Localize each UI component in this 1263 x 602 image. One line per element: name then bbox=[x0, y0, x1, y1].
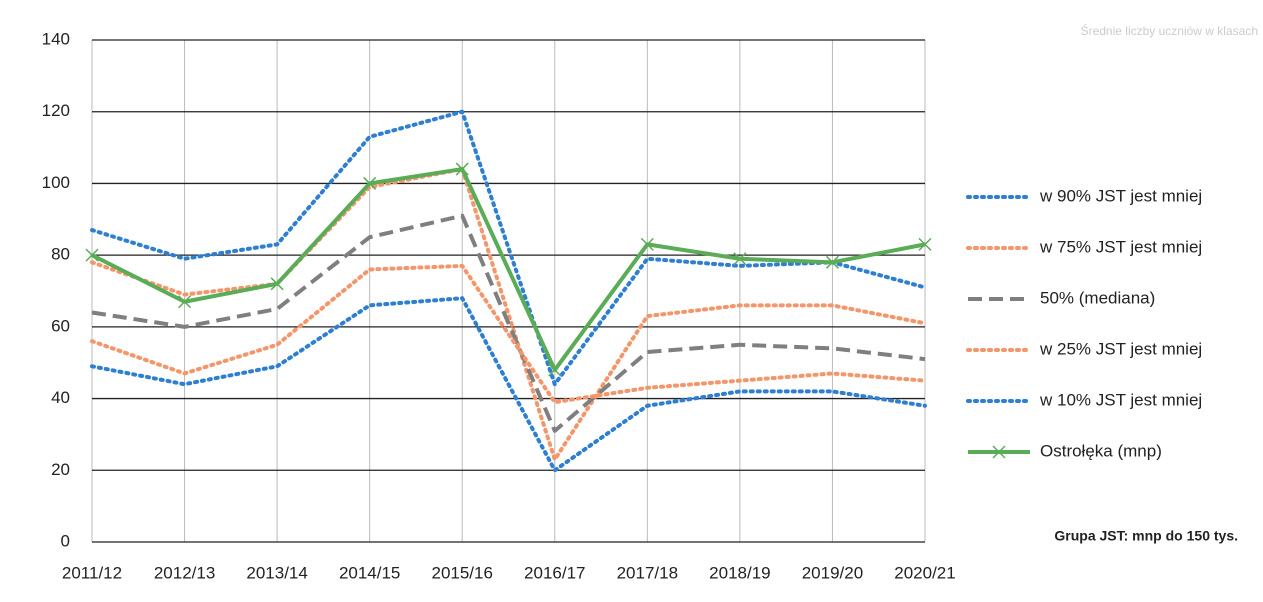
marker bbox=[85, 248, 99, 262]
legend-label: w 25% JST jest mniej bbox=[1039, 339, 1202, 358]
y-tick-label: 100 bbox=[42, 173, 70, 192]
annotation: Grupa JST: mnp do 150 tys. bbox=[1054, 528, 1238, 544]
series-line bbox=[91, 213, 926, 433]
chart-subtitle: Średnie liczby uczniów w klasach bbox=[1081, 23, 1258, 38]
legend-label: w 90% JST jest mniej bbox=[1039, 186, 1202, 205]
x-tick-label: 2012/13 bbox=[154, 563, 215, 582]
x-tick-label: 2015/16 bbox=[431, 563, 492, 582]
x-tick-label: 2017/18 bbox=[617, 563, 678, 582]
x-tick-label: 2020/21 bbox=[894, 563, 955, 582]
y-tick-label: 80 bbox=[51, 245, 70, 264]
marker bbox=[918, 237, 932, 251]
series-line bbox=[90, 167, 927, 462]
legend-label: Ostrołęka (mnp) bbox=[1040, 441, 1162, 460]
x-tick-label: 2011/12 bbox=[62, 563, 122, 582]
series-line bbox=[90, 109, 927, 387]
y-tick-label: 60 bbox=[51, 316, 70, 335]
x-tick-label: 2014/15 bbox=[339, 563, 400, 582]
legend-label: w 75% JST jest mniej bbox=[1039, 237, 1202, 256]
x-tick-label: 2019/20 bbox=[802, 563, 863, 582]
marker bbox=[733, 252, 747, 266]
y-tick-label: 40 bbox=[51, 388, 70, 407]
x-tick-label: 2018/19 bbox=[709, 563, 770, 582]
x-tick-label: 2013/14 bbox=[246, 563, 307, 582]
y-tick-label: 120 bbox=[42, 101, 70, 120]
y-tick-label: 20 bbox=[51, 460, 70, 479]
series-line bbox=[90, 296, 927, 473]
marker bbox=[455, 162, 469, 176]
series-line bbox=[91, 167, 926, 372]
series-line bbox=[90, 263, 927, 405]
marker bbox=[825, 255, 839, 269]
legend-label: 50% (mediana) bbox=[1040, 288, 1155, 307]
marker bbox=[363, 176, 377, 190]
marker bbox=[270, 277, 284, 291]
legend-marker bbox=[992, 445, 1006, 459]
x-tick-label: 2016/17 bbox=[524, 563, 585, 582]
marker bbox=[548, 363, 562, 377]
y-tick-label: 0 bbox=[61, 531, 70, 550]
marker bbox=[640, 237, 654, 251]
legend-label: w 10% JST jest mniej bbox=[1039, 390, 1202, 409]
y-tick-label: 140 bbox=[42, 29, 70, 48]
marker bbox=[178, 295, 192, 309]
